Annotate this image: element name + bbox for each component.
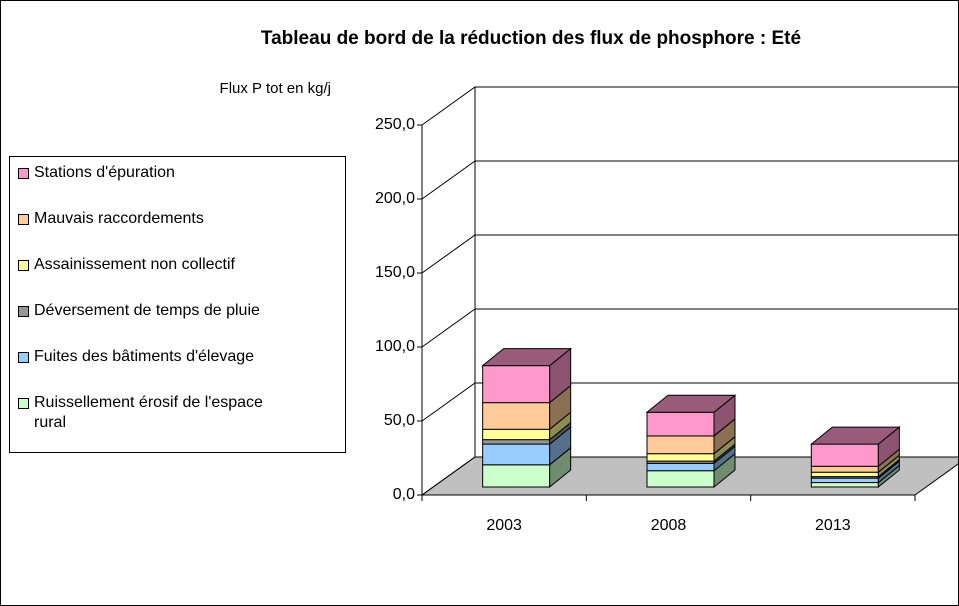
grid-line: [421, 86, 958, 126]
legend-swatch: [18, 214, 29, 225]
grid-line: [421, 382, 958, 422]
bar-segment: [482, 428, 551, 441]
grid-line: [421, 308, 958, 348]
grid-line: [421, 456, 958, 496]
legend-label: Stations d'épuration: [34, 164, 175, 181]
y-tick-label: 200,0: [375, 190, 415, 207]
y-axis-label: Flux P tot en kg/j: [220, 80, 331, 97]
grid-line: [421, 160, 958, 200]
legend-item: Fuites des bâtiments d'élevage: [18, 347, 345, 393]
bar-segment: [646, 411, 715, 437]
x-tick-label: 2003: [486, 517, 522, 534]
x-tick-label: 2008: [651, 517, 687, 534]
x-tick-label: 2013: [815, 517, 851, 534]
legend-item: Mauvais raccordements: [18, 209, 345, 255]
bar-segment: [482, 439, 551, 445]
legend-item: Assainissement non collectif: [18, 255, 345, 301]
legend-swatch: [18, 168, 29, 179]
legend-swatch: [18, 398, 29, 409]
bar-segment: [810, 443, 879, 467]
bar-segment: [482, 365, 551, 404]
legend-label: Ruissellement érosif de l'espace rural: [34, 394, 263, 431]
bar-segment: [810, 482, 879, 488]
bar-segment: [646, 453, 715, 462]
y-tick-label: 0,0: [393, 486, 415, 503]
y-tick-label: 150,0: [375, 264, 415, 281]
chart-title: Tableau de bord de la réduction des flux…: [261, 28, 801, 49]
bar-top: [809, 426, 901, 445]
bar-segment: [646, 470, 715, 488]
bar-segment: [810, 465, 879, 473]
legend-swatch: [18, 352, 29, 363]
legend-swatch: [18, 306, 29, 317]
legend-swatch: [18, 260, 29, 271]
bar-segment: [646, 435, 715, 455]
bar-top: [645, 394, 737, 413]
y-tick-label: 50,0: [384, 412, 415, 429]
legend: Stations d'épuration Mauvais raccordement…: [9, 156, 346, 453]
y-tick-label: 100,0: [375, 338, 415, 355]
bar-top: [481, 348, 573, 367]
y-tick-label: 250,0: [375, 116, 415, 133]
legend-label: Fuites des bâtiments d'élevage: [34, 348, 255, 365]
legend-item: Ruissellement érosif de l'espace rural: [18, 393, 345, 439]
legend-item: Déversement de temps de pluie: [18, 301, 345, 347]
bar-segment: [482, 443, 551, 466]
grid-line: [421, 234, 958, 274]
bar-segment: [482, 464, 551, 488]
legend-label: Déversement de temps de pluie: [34, 302, 260, 319]
bar-segment: [810, 477, 879, 484]
bar-segment: [646, 462, 715, 472]
legend-item: Stations d'épuration: [18, 163, 345, 209]
legend-label: Mauvais raccordements: [34, 210, 204, 227]
legend-label: Assainissement non collectif: [34, 256, 235, 273]
bar-segment: [810, 471, 879, 478]
bar-segment: [482, 402, 551, 430]
